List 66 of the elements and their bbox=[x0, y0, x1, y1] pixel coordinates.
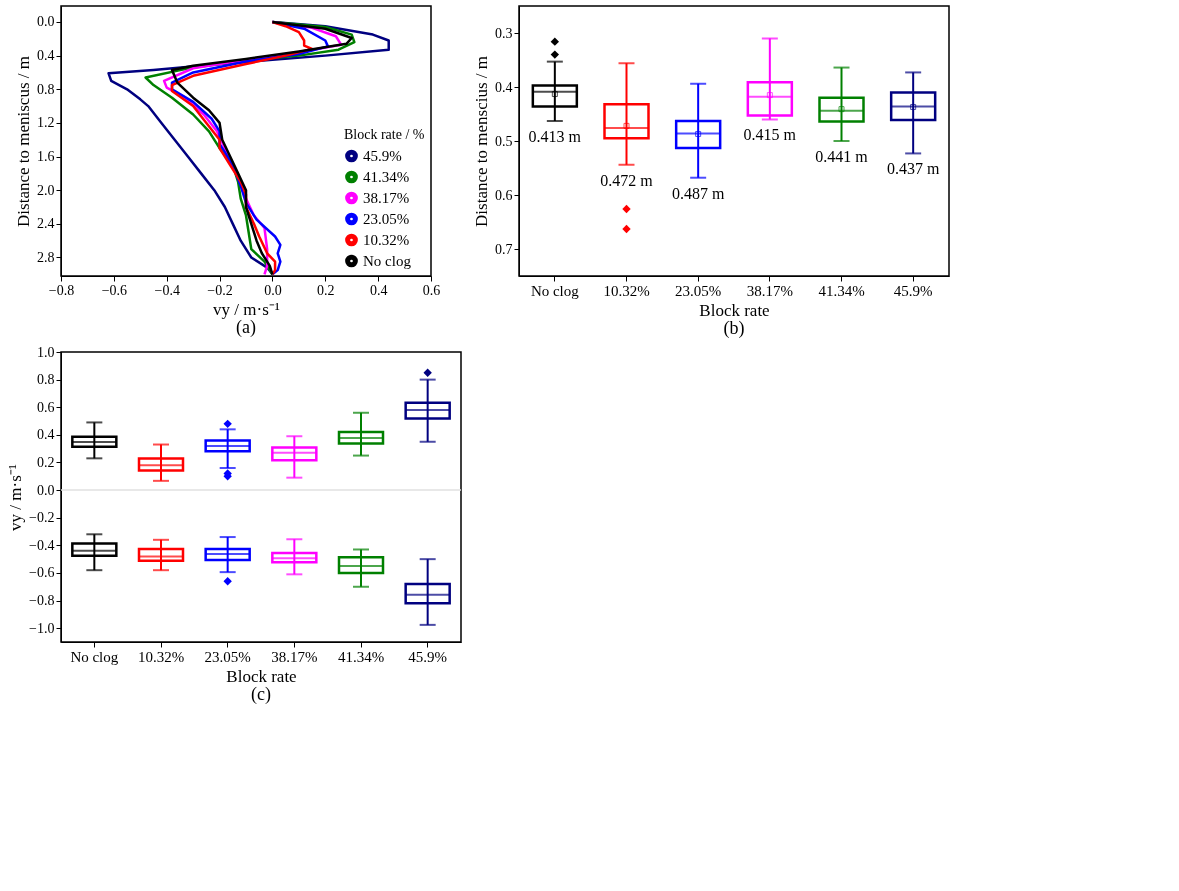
y-tick-label: 0.6 bbox=[37, 399, 55, 415]
x-axis-title: Block rate bbox=[226, 666, 297, 686]
y-axis-title: Distance to meniscus / m bbox=[14, 56, 33, 227]
x-tick-label: 23.05% bbox=[204, 648, 251, 665]
y-tick-label: 0.5 bbox=[495, 133, 513, 149]
y-tick-label: 2.0 bbox=[37, 182, 55, 198]
x-tick-label: 23.05% bbox=[675, 282, 722, 299]
x-tick-label: 38.17% bbox=[271, 648, 318, 665]
x-tick-label: −0.6 bbox=[101, 282, 128, 298]
x-tick-label: No clog bbox=[70, 648, 119, 665]
x-tick-label: 41.34% bbox=[818, 282, 865, 299]
text: (a) bbox=[236, 317, 256, 338]
y-tick-label: 2.8 bbox=[37, 250, 55, 265]
y-tick-label: 0.0 bbox=[37, 14, 55, 30]
y-axis-title: Distance to menscius / m bbox=[472, 56, 491, 227]
y-tick-label: 0.7 bbox=[495, 241, 513, 257]
x-tick-label: No clog bbox=[530, 282, 580, 299]
x-axis-title: vy / m·s⁻¹ bbox=[213, 299, 280, 319]
y-tick-label: −0.6 bbox=[29, 565, 55, 581]
legend-label: 41.34% bbox=[363, 169, 410, 185]
x-tick-label: 45.9% bbox=[893, 282, 933, 299]
y-tick-label: −1.0 bbox=[29, 620, 55, 636]
legend-title: Block rate / % bbox=[344, 127, 425, 142]
x-tick-label: 0.0 bbox=[264, 282, 282, 298]
annotation: 0.487 m bbox=[671, 184, 725, 202]
y-tick-label: 1.0 bbox=[37, 344, 55, 360]
annotation: 0.437 m bbox=[886, 160, 940, 178]
y-tick-label: 0.6 bbox=[495, 187, 513, 203]
annotation: 0.441 m bbox=[815, 148, 869, 165]
y-tick-label: 0.2 bbox=[37, 454, 55, 470]
x-tick-label: −0.4 bbox=[154, 282, 180, 298]
x-tick-label: 10.32% bbox=[137, 648, 185, 665]
legend-label: No clog bbox=[363, 253, 412, 269]
x-tick-label: 38.17% bbox=[746, 282, 793, 299]
y-tick-label: 1.6 bbox=[37, 149, 55, 165]
y-tick-label: 2.4 bbox=[37, 216, 55, 232]
y-tick-label: −0.2 bbox=[29, 510, 55, 526]
legend-label: 23.05% bbox=[363, 211, 410, 227]
y-tick-label: −0.4 bbox=[29, 537, 55, 553]
legend-label: 45.9% bbox=[363, 148, 402, 164]
y-tick-label: 0.4 bbox=[37, 48, 55, 64]
text: (b) bbox=[723, 318, 745, 339]
legend-label: 10.32% bbox=[363, 232, 410, 248]
annotation: 0.415 m bbox=[743, 126, 797, 144]
x-axis-title: Block rate bbox=[699, 300, 770, 320]
x-tick-label: 0.2 bbox=[317, 282, 335, 298]
x-tick-label: −0.8 bbox=[48, 282, 75, 298]
x-tick-label: 0.6 bbox=[422, 282, 441, 298]
y-tick-label: 0.8 bbox=[37, 81, 55, 97]
y-tick-label: 0.0 bbox=[37, 482, 55, 498]
y-axis-title: vy / m·s⁻¹ bbox=[6, 464, 26, 531]
annotation: 0.413 m bbox=[528, 128, 582, 146]
x-tick-label: 45.9% bbox=[408, 648, 448, 665]
legend-label: 38.17% bbox=[363, 190, 410, 206]
y-tick-label: 1.2 bbox=[37, 115, 55, 131]
x-tick-label: 0.4 bbox=[369, 282, 388, 298]
annotation: 0.472 m bbox=[600, 171, 654, 189]
x-tick-label: 10.32% bbox=[603, 282, 650, 299]
y-tick-label: 0.3 bbox=[495, 25, 513, 41]
text: (c) bbox=[251, 684, 271, 705]
y-tick-label: 0.4 bbox=[495, 79, 513, 95]
y-tick-label: −0.8 bbox=[29, 593, 55, 609]
x-tick-label: 41.34% bbox=[337, 648, 385, 665]
y-tick-label: 0.8 bbox=[37, 372, 55, 388]
x-tick-label: −0.2 bbox=[207, 282, 233, 298]
y-tick-label: 0.4 bbox=[37, 427, 55, 443]
